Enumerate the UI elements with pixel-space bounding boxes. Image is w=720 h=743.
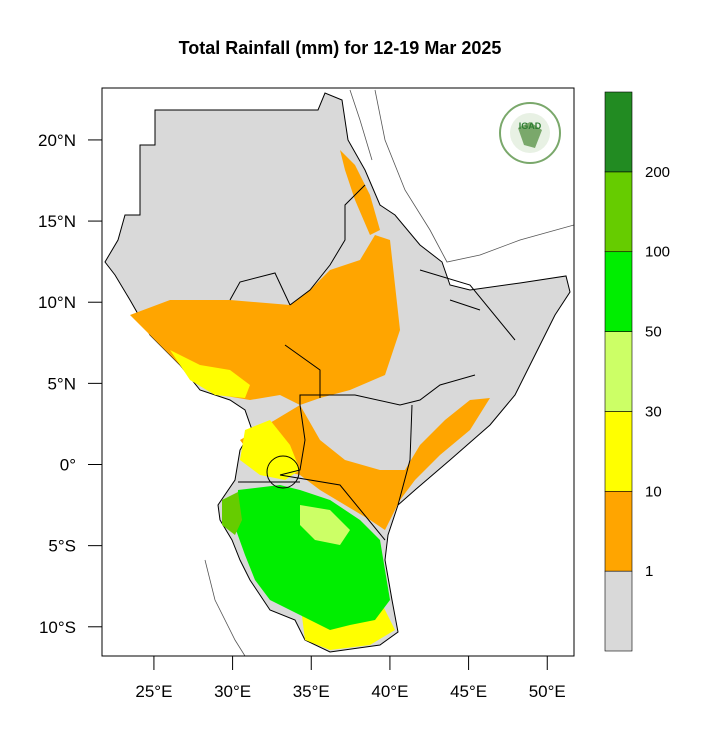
rain-50-100-tanzania [236,485,390,630]
latitude-axis: 20°N 15°N 10°N 5°N 0° 5°S 10°S [38,131,102,637]
lat-tick-label: 20°N [38,131,76,150]
lat-tick-label: 0° [60,456,76,475]
colorbar-label: 200 [645,164,670,181]
rain-100-200-patch [222,492,242,535]
arabia-coastline [374,89,574,263]
lon-tick-label: 45°E [450,682,487,701]
rain-10-30-patch-lake [240,420,300,480]
lat-tick-label: 10°S [39,618,76,637]
lon-tick-label: 35°E [293,682,330,701]
map-content [104,89,574,656]
colorbar-bin-100-200 [604,171,633,253]
lat-tick-label: 5°S [48,537,76,556]
colorbar-bin->200 [604,91,633,173]
colorbar-label: 50 [645,324,662,341]
map-title: Total Rainfall (mm) for 12-19 Mar 2025 [178,38,502,58]
colorbar-label: 10 [645,483,662,500]
rain-10-30-patch-west [170,350,250,398]
colorbar-label: 100 [645,244,670,261]
igad-logo: IGAD [499,102,561,164]
lat-tick-label: 10°N [38,293,76,312]
rain-1-10-band-north [130,235,400,405]
rain-30-50-patch [300,505,350,545]
colorbar-bin-1-10 [604,490,633,572]
country-borders [125,109,516,541]
lon-tick-label: 40°E [371,682,408,701]
colorbar-bin-<1 [604,570,633,652]
igad-logo-text: IGAD [519,121,542,131]
rain-1-10-band-south [240,398,490,530]
rain-1-10-coast-strip [340,150,380,235]
lon-tick-label: 25°E [135,682,172,701]
sinai-coastline [349,89,373,161]
colorbar-label: 1 [645,563,653,580]
colorbar-bin-30-50 [604,331,633,412]
lat-tick-label: 15°N [38,212,76,231]
lon-tick-label: 30°E [214,682,251,701]
colorbar-label: 30 [645,403,662,420]
western-coastline [204,559,246,656]
longitude-axis: 25°E 30°E 35°E 40°E 45°E 50°E [135,656,566,701]
lat-tick-label: 5°N [47,374,76,393]
lon-tick-label: 50°E [529,682,566,701]
colorbar-bin-50-100 [604,251,633,332]
map-frame [101,87,575,657]
colorbar-bin-10-30 [604,411,633,492]
colorbar: 1 10 30 50 100 200 [604,91,670,652]
